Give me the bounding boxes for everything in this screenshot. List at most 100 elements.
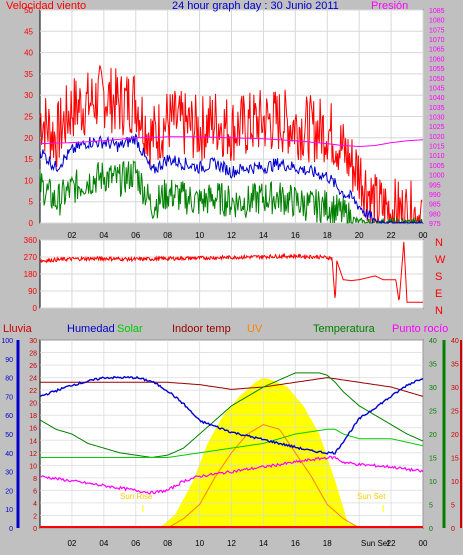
- humidity-side-tick-label: 4: [33, 501, 37, 508]
- wind-x-tick-label: 02: [67, 231, 76, 240]
- wind-y-axis: 0 5 10 15 20 25 30 35 40 45 50: [24, 6, 33, 228]
- temperature-series: [39, 372, 424, 529]
- temperature-x-tick-label: 18: [323, 539, 332, 548]
- dew-point-line: [39, 455, 424, 495]
- direction-tick-label: 360: [24, 236, 38, 245]
- wind-x-tick-label: 12: [227, 231, 236, 240]
- wind-x-tick-label: 20: [355, 231, 364, 240]
- rain-tick-label: 40: [5, 451, 13, 458]
- humidity-side-tick-label: 2: [33, 513, 37, 520]
- wind-x-tick-label: 22: [387, 231, 396, 240]
- temperature-line: [39, 372, 424, 458]
- temperature-tick-label: 10: [429, 479, 437, 486]
- direction-y-axis: 0 90 180 270 360: [24, 236, 38, 313]
- humidity-side-tick-label: 20: [29, 401, 37, 408]
- pressure-tick-label: 1020: [429, 134, 445, 141]
- humidity-side-tick-label: 30: [29, 338, 37, 345]
- indoor-temp-line: [40, 377, 424, 397]
- humidity-side-tick-label: 18: [29, 413, 37, 420]
- pressure-tick-label: 1040: [429, 95, 445, 102]
- direction-tick-label: 90: [28, 287, 37, 296]
- pressure-tick-label: 990: [429, 192, 441, 199]
- compass-label: S: [435, 271, 442, 283]
- temperature-x-tick-label: 16: [291, 539, 300, 548]
- pressure-tick-label: 1005: [429, 163, 445, 170]
- indoor-tick-label: 5: [451, 503, 455, 510]
- humidity-label: Humedad: [67, 323, 115, 335]
- pressure-tick-label: 1045: [429, 85, 445, 92]
- humidity-side-tick-label: 22: [29, 388, 37, 395]
- humidity-side-tick-label: 0: [33, 526, 37, 533]
- wind-gust-line: [39, 65, 423, 224]
- rain-tick-label: 70: [5, 394, 13, 401]
- wind-tick-label: 30: [24, 91, 33, 100]
- humidity-side-tick-label: 12: [29, 451, 37, 458]
- humidity-line: [39, 375, 424, 455]
- rain-tick-label: 50: [5, 432, 13, 439]
- temperature-axes: 0102030405060708090100024681012141618202…: [1, 338, 462, 533]
- temperature-tick-label: 5: [429, 503, 433, 510]
- rain-tick-label: 80: [5, 376, 13, 383]
- pressure-tick-label: 995: [429, 182, 441, 189]
- direction-series: [39, 241, 423, 303]
- temperature-tick-label: 30: [429, 385, 437, 392]
- sun-set-axis-label: Sun Set: [361, 539, 390, 548]
- pressure-tick-label: 1025: [429, 124, 445, 131]
- humidity-side-tick-label: 10: [29, 463, 37, 470]
- pressure-y-axis: 975 980 985 990 995 1000 1005 1010 1015 1020 1025 1…: [429, 8, 445, 228]
- rain-tick-label: 60: [5, 413, 13, 420]
- pressure-tick-label: 1050: [429, 76, 445, 83]
- rain-axis-label: Lluvia: [3, 323, 33, 335]
- temperature-x-tick-label: 02: [67, 539, 76, 548]
- humidity-side-tick-label: 16: [29, 426, 37, 433]
- wind-series: [39, 65, 424, 225]
- chart-title: 24 hour graph day : 30 Junio 2011: [172, 0, 339, 12]
- pressure-tick-label: 985: [429, 202, 441, 209]
- wind-low-line: [39, 160, 423, 225]
- compass-label: W: [435, 254, 446, 266]
- temperature-x-tick-label: 06: [131, 539, 140, 548]
- rain-tick-label: 0: [9, 526, 13, 533]
- humidity-side-tick-label: 8: [33, 476, 37, 483]
- pressure-tick-label: 1010: [429, 153, 445, 160]
- wind-x-tick-label: 06: [131, 231, 140, 240]
- direction-tick-label: 180: [24, 270, 38, 279]
- rain-tick-label: 20: [5, 488, 13, 495]
- indoor-tick-label: 10: [451, 479, 459, 486]
- wind-x-tick-label: 08: [163, 231, 172, 240]
- temperature-x-tick-label: 00: [419, 539, 428, 548]
- indoor-tick-label: 35: [451, 362, 459, 369]
- indoor-tick-label: 25: [451, 409, 459, 416]
- wind-tick-label: 0: [29, 219, 34, 228]
- pressure-tick-label: 1060: [429, 56, 445, 63]
- wind-tick-label: 45: [24, 27, 33, 36]
- wind-tick-label: 40: [24, 49, 33, 58]
- sun-set-label: Sun Set: [357, 492, 386, 501]
- wind-x-axis: 02 04 06 08 10 12 14 16 18 20 22 00: [67, 231, 428, 240]
- pressure-axis-label: Presión: [371, 0, 408, 12]
- wind-x-tick-label: 16: [291, 231, 300, 240]
- temperature-x-tick-label: 10: [195, 539, 204, 548]
- solar-label: Solar: [117, 323, 143, 335]
- solar-line: [40, 428, 424, 458]
- temperature-x-tick-label: 12: [227, 539, 236, 548]
- temperature-x-tick-label: 22: [387, 539, 396, 548]
- pressure-tick-label: 1085: [429, 8, 445, 15]
- indoor-tick-label: 15: [451, 456, 459, 463]
- pressure-tick-label: 1080: [429, 18, 445, 25]
- temperature-x-tick-label: 04: [99, 539, 108, 548]
- compass-label: N: [435, 305, 443, 317]
- pressure-tick-label: 1000: [429, 173, 445, 180]
- pressure-tick-label: 1030: [429, 115, 445, 122]
- wind-tick-label: 50: [24, 6, 33, 15]
- wind-tick-label: 20: [24, 134, 33, 143]
- rain-tick-label: 10: [5, 507, 13, 514]
- wind-x-tick-label: 04: [99, 231, 108, 240]
- indoor-tick-label: 30: [451, 385, 459, 392]
- humidity-side-tick-label: 6: [33, 488, 37, 495]
- temperature-tick-label: 20: [429, 432, 437, 439]
- wind-direction-line: [39, 241, 423, 303]
